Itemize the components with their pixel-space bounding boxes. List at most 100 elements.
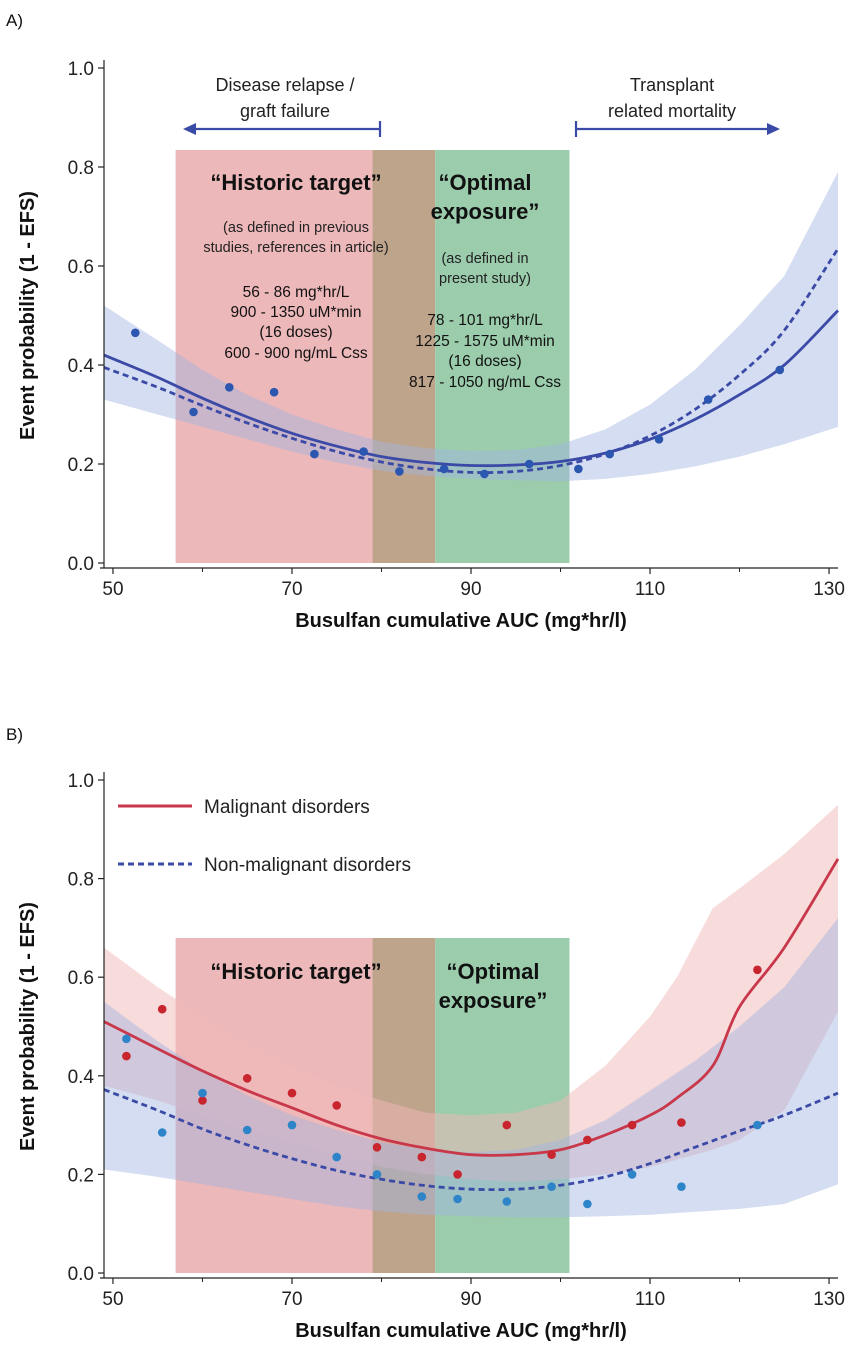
optimal-exposure-region [435, 150, 570, 563]
legend-label-nonmalignant: Non-malignant disorders [204, 855, 411, 876]
data-point [359, 447, 368, 456]
panel-a-axes: 0.0 0.2 0.4 0.6 0.8 1.0 50 70 90 110 130 Busulfan c… [17, 59, 845, 632]
data-point-non-malignant-disorders [417, 1192, 427, 1201]
panel-a-label: A) [6, 11, 23, 30]
b-optimal-title-line2: exposure” [439, 988, 548, 1013]
y-tick-label: 0.8 [68, 870, 94, 891]
optimal-value-1: 78 - 101 mg*hr/L [427, 312, 543, 329]
data-point-malignant-disorders [157, 1004, 167, 1014]
optimal-value-3: (16 doses) [448, 353, 521, 370]
historic-value-4: 600 - 900 ng/mL Css [224, 345, 368, 362]
ci-band-series-0 [104, 171, 838, 482]
solid-line-series-0 [103, 309, 839, 468]
panel-b-lines [103, 858, 840, 1192]
optimal-title-line2: exposure” [431, 199, 540, 224]
x-tick-label: 70 [281, 1289, 302, 1310]
y-tick-label: 0.2 [68, 455, 94, 476]
data-point-malignant-disorders [502, 1120, 512, 1130]
data-point-malignant-disorders [417, 1152, 427, 1162]
data-point [225, 383, 234, 392]
y-axis-title: Event probability (1 - EFS) [17, 191, 39, 440]
x-axis-title: Busulfan cumulative AUC (mg*hr/l) [295, 1320, 627, 1342]
panel-a-regions [175, 150, 570, 563]
data-point-non-malignant-disorders [198, 1088, 207, 1098]
x-tick-label: 50 [102, 579, 123, 600]
data-point-malignant-disorders [242, 1074, 252, 1083]
x-tick-label: 50 [102, 1289, 123, 1310]
solid-line-malignant-disorders [103, 858, 840, 1157]
historic-sub-line2: studies, references in article) [203, 240, 388, 256]
data-point-malignant-disorders [287, 1088, 297, 1098]
panel-b: B) 0.0 0.2 0.4 0.6 0.8 1.0 50 70 90 110 130 Busulfa… [6, 725, 845, 1342]
data-point-malignant-disorders [122, 1051, 131, 1061]
data-point-malignant-disorders [547, 1150, 556, 1159]
panel-b-label: B) [6, 725, 23, 744]
x-tick-label: 110 [635, 1289, 665, 1310]
data-point-malignant-disorders [332, 1101, 342, 1110]
optimal-sub-line1: (as defined in [441, 251, 528, 267]
data-point [574, 464, 583, 474]
mortality-label-line2: related mortality [608, 101, 736, 121]
historic-value-2: 900 - 1350 uM*min [231, 304, 362, 321]
data-point-malignant-disorders [453, 1170, 462, 1179]
optimal-value-2: 1225 - 1575 uM*min [415, 333, 555, 350]
legend-label-malignant: Malignant disorders [204, 797, 370, 818]
mortality-label-line1: Transplant [630, 75, 714, 95]
x-tick-label: 90 [460, 579, 481, 600]
data-point [395, 467, 404, 476]
data-point [480, 469, 489, 479]
historic-target-title: “Historic target” [210, 170, 381, 195]
y-tick-label: 0.4 [68, 1067, 95, 1088]
data-point [654, 435, 664, 444]
mortality-arrow [574, 121, 780, 137]
x-tick-label: 110 [635, 579, 665, 600]
historic-target-region [175, 150, 373, 563]
x-tick-label: 130 [813, 579, 845, 600]
data-point-malignant-disorders [677, 1118, 686, 1127]
data-point [439, 464, 449, 474]
relapse-arrow [183, 121, 382, 137]
panel-b-axes: 0.0 0.2 0.4 0.6 0.8 1.0 50 70 90 110 130 Busulfan c… [17, 771, 845, 1342]
historic-value-1: 56 - 86 mg*hr/L [243, 284, 350, 301]
y-tick-label: 0.0 [68, 1264, 94, 1285]
data-point-non-malignant-disorders [332, 1152, 342, 1162]
y-tick-label: 0.2 [68, 1165, 94, 1186]
legend: Malignant disorders Non-malignant disord… [118, 797, 411, 876]
data-point [310, 449, 319, 459]
y-tick-label: 0.6 [68, 257, 94, 278]
historic-value-3: (16 doses) [259, 324, 332, 341]
data-point-malignant-disorders [198, 1096, 207, 1105]
data-point [775, 365, 785, 375]
data-point [605, 449, 614, 459]
b-optimal-title-line1: “Optimal [447, 959, 540, 984]
y-tick-label: 1.0 [68, 771, 94, 792]
data-point [524, 459, 534, 469]
x-axis-title: Busulfan cumulative AUC (mg*hr/l) [295, 610, 627, 632]
data-point [703, 395, 713, 404]
panel-a-lines [103, 247, 840, 474]
data-point-non-malignant-disorders [287, 1120, 297, 1130]
data-point-malignant-disorders [627, 1120, 637, 1130]
ci-band-non-malignant-disorders [104, 918, 838, 1218]
data-point-non-malignant-disorders [677, 1182, 686, 1191]
data-point-non-malignant-disorders [242, 1125, 252, 1135]
data-point-non-malignant-disorders [453, 1194, 462, 1204]
data-point-non-malignant-disorders [583, 1199, 592, 1209]
historic-sub-line1: (as defined in previous [223, 220, 369, 236]
relapse-label-line1: Disease relapse / [215, 75, 354, 95]
y-tick-label: 0.6 [68, 968, 94, 989]
data-point-malignant-disorders [372, 1143, 382, 1152]
dashed-line-series-1 [103, 247, 840, 474]
data-point-non-malignant-disorders [627, 1170, 637, 1179]
data-point-malignant-disorders [753, 965, 762, 975]
x-tick-label: 130 [813, 1289, 845, 1310]
data-point [269, 387, 279, 397]
y-tick-label: 0.0 [68, 554, 94, 575]
x-tick-label: 90 [460, 1289, 481, 1310]
panel-b-ci-bands [104, 804, 838, 1218]
optimal-sub-line2: present study) [439, 271, 531, 287]
data-point-malignant-disorders [583, 1135, 592, 1145]
data-point [131, 328, 140, 338]
data-point-non-malignant-disorders [122, 1034, 131, 1044]
relapse-label-line2: graft failure [240, 101, 330, 121]
